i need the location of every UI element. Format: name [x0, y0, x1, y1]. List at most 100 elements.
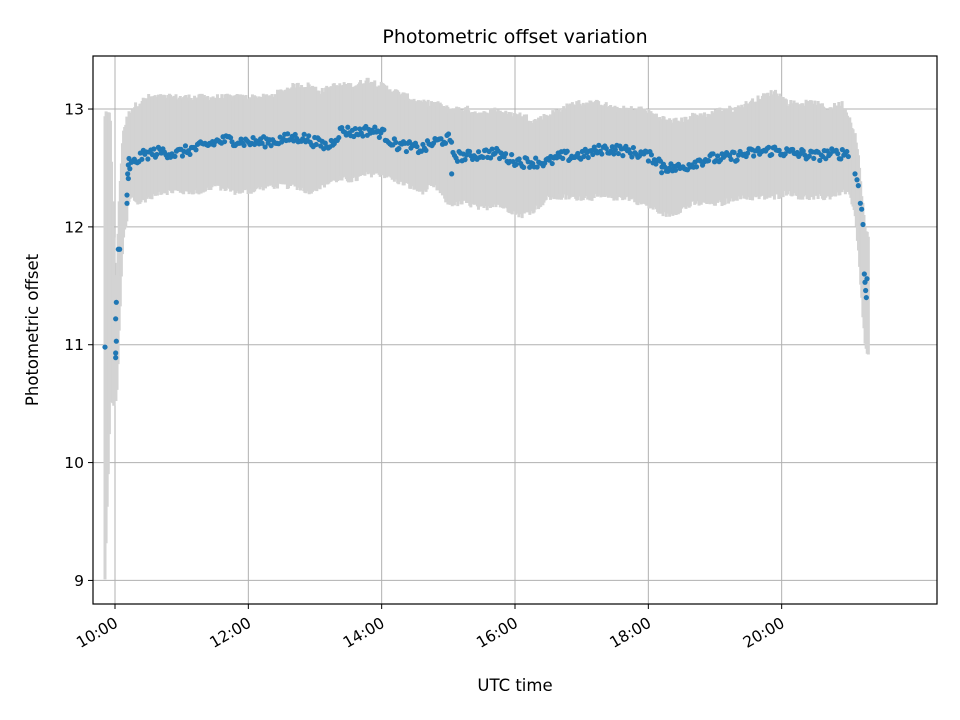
data-point — [403, 148, 410, 155]
data-point — [662, 164, 668, 170]
data-point — [352, 125, 358, 132]
data-point — [292, 131, 298, 138]
data-point — [612, 147, 618, 153]
data-point — [596, 142, 602, 148]
data-point — [259, 140, 265, 146]
data-point — [630, 144, 636, 151]
data-point — [534, 164, 540, 170]
data-point — [863, 287, 869, 294]
data-point — [262, 144, 268, 150]
y-tick-label: 13 — [64, 101, 84, 119]
data-point — [790, 146, 796, 153]
data-point — [588, 147, 594, 154]
data-point — [615, 150, 621, 157]
data-point — [372, 124, 378, 130]
data-point — [462, 157, 468, 163]
data-point — [861, 271, 867, 277]
data-point — [560, 155, 566, 161]
data-point — [480, 154, 486, 161]
data-point — [414, 143, 420, 150]
data-point — [227, 135, 234, 141]
data-point — [854, 177, 860, 183]
data-point — [102, 344, 108, 350]
data-point — [503, 151, 509, 157]
data-point — [238, 136, 244, 142]
data-point — [864, 276, 870, 282]
data-point — [509, 151, 515, 158]
data-point — [345, 124, 351, 130]
data-point — [113, 355, 119, 361]
data-point — [113, 299, 119, 305]
data-point — [396, 145, 402, 152]
data-point — [817, 157, 823, 164]
data-point — [645, 158, 652, 164]
data-point — [376, 134, 382, 140]
data-point — [845, 153, 851, 160]
data-point — [117, 246, 123, 252]
data-point — [811, 155, 817, 162]
data-point — [516, 156, 522, 162]
data-point — [179, 153, 186, 159]
data-point — [182, 143, 189, 149]
data-point — [438, 136, 444, 142]
data-point — [221, 139, 228, 145]
data-point — [442, 140, 449, 146]
data-point — [129, 159, 135, 165]
data-point — [769, 152, 775, 158]
data-point — [127, 166, 133, 172]
data-point — [564, 148, 570, 154]
data-point — [590, 151, 596, 158]
y-tick-label: 12 — [64, 218, 84, 236]
data-point — [193, 147, 199, 153]
data-point — [475, 149, 482, 155]
data-point — [859, 206, 865, 212]
data-point — [659, 170, 665, 176]
data-point — [301, 131, 307, 137]
data-point — [381, 127, 387, 133]
data-point — [620, 153, 626, 159]
y-tick-label: 10 — [64, 454, 84, 472]
data-point — [487, 155, 494, 161]
data-point — [126, 155, 132, 162]
data-point — [860, 221, 866, 228]
data-point — [445, 131, 452, 137]
data-point — [710, 151, 716, 157]
data-point — [172, 153, 178, 159]
data-point — [776, 147, 782, 153]
data-point — [124, 200, 130, 206]
data-point — [728, 156, 734, 163]
data-point — [448, 139, 455, 145]
y-axis-label: Photometric offset — [23, 253, 42, 406]
data-point — [527, 164, 533, 170]
x-axis-label: UTC time — [477, 676, 552, 695]
data-point — [734, 157, 740, 163]
data-points — [102, 123, 870, 361]
data-point — [755, 145, 761, 151]
data-point — [648, 152, 655, 158]
data-point — [835, 151, 841, 157]
data-point — [336, 135, 342, 141]
data-point — [838, 156, 844, 162]
data-point — [449, 171, 455, 177]
data-point — [731, 149, 737, 156]
data-point — [549, 160, 555, 167]
data-point — [857, 200, 863, 206]
data-point — [125, 171, 131, 177]
data-point — [113, 350, 119, 356]
data-point — [466, 148, 473, 155]
data-point — [855, 183, 861, 189]
data-point — [124, 192, 130, 198]
data-point — [611, 151, 617, 157]
y-tick-label: 11 — [64, 336, 84, 354]
data-point — [268, 143, 274, 149]
data-point — [629, 154, 635, 160]
data-point — [623, 143, 629, 149]
data-point — [113, 338, 119, 344]
data-point — [599, 151, 605, 157]
data-point — [766, 144, 772, 150]
data-point — [800, 148, 806, 154]
data-point — [705, 158, 712, 164]
data-point — [513, 161, 519, 168]
data-point — [521, 164, 527, 170]
